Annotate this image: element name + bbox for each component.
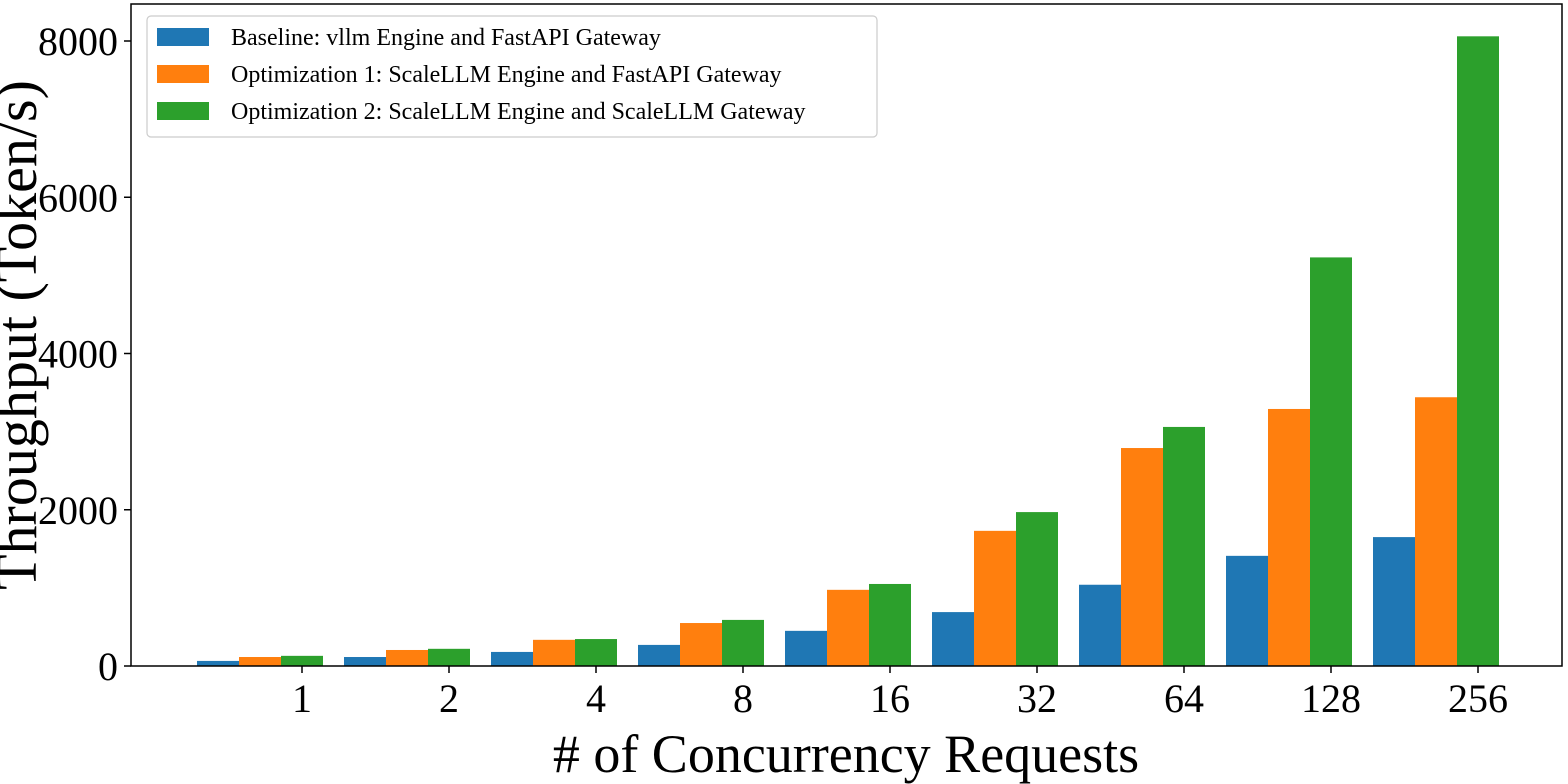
- x-tick-label: 64: [1164, 676, 1204, 721]
- x-tick-label: 32: [1017, 676, 1057, 721]
- bar-0-64: [1079, 584, 1121, 666]
- x-tick-label: 128: [1301, 676, 1361, 721]
- bar-2-64: [1163, 426, 1205, 666]
- y-tick-label: 2000: [38, 488, 118, 533]
- bar-2-2: [428, 648, 470, 666]
- bar-0-16: [785, 630, 827, 666]
- legend-entry: Baseline: vllm Engine and FastAPI Gatewa…: [231, 25, 661, 51]
- x-tick-label: 256: [1448, 676, 1508, 721]
- bar-0-4: [491, 651, 533, 666]
- x-tick-label: 1: [292, 676, 312, 721]
- x-tick-label: 2: [439, 676, 459, 721]
- plot-frame: [130, 3, 1563, 667]
- legend-swatch: [157, 102, 209, 120]
- legend-swatch: [157, 28, 209, 46]
- bar-1-8: [680, 623, 722, 666]
- legend: Baseline: vllm Engine and FastAPI Gatewa…: [146, 15, 878, 138]
- bar-1-2: [386, 649, 428, 666]
- legend-swatch: [157, 65, 209, 83]
- bar-0-256: [1373, 537, 1415, 666]
- bar-2-256: [1457, 36, 1499, 666]
- bar-1-16: [827, 589, 869, 666]
- x-tick-label: 8: [733, 676, 753, 721]
- bar-0-8: [638, 644, 680, 666]
- bar-1-256: [1415, 397, 1457, 666]
- x-tick-label: 4: [586, 676, 606, 721]
- bar-0-128: [1226, 555, 1268, 666]
- bar-2-16: [869, 583, 911, 666]
- bar-1-128: [1268, 408, 1310, 666]
- bar-2-4: [575, 639, 617, 666]
- y-tick-label: 6000: [38, 175, 118, 220]
- bar-1-64: [1121, 448, 1163, 666]
- y-axis-ticks: 0 2000 4000 6000 8000: [38, 19, 131, 689]
- bar-2-8: [722, 619, 764, 666]
- bars: [197, 36, 1499, 666]
- bar-2-1: [281, 655, 323, 666]
- legend-entry: Optimization 1: ScaleLLM Engine and Fast…: [231, 62, 782, 88]
- bar-2-128: [1310, 257, 1352, 666]
- bar-1-4: [533, 639, 575, 666]
- bar-2-32: [1016, 512, 1058, 666]
- y-tick-label: 8000: [38, 19, 118, 64]
- x-axis-label: # of Concurrency Requests: [553, 724, 1139, 784]
- x-tick-label: 16: [870, 676, 910, 721]
- y-tick-label: 4000: [38, 332, 118, 377]
- x-axis-ticks: 1 2 4 8 16 32 64 128 256: [292, 666, 1508, 721]
- y-tick-label: 0: [98, 644, 118, 689]
- bar-0-32: [932, 612, 974, 666]
- bar-0-1: [197, 660, 239, 666]
- bar-1-1: [239, 657, 281, 666]
- y-axis-label: Throughput (Token/s): [0, 80, 49, 590]
- bar-0-2: [344, 657, 386, 666]
- legend-entry: Optimization 2: ScaleLLM Engine and Scal…: [231, 99, 806, 125]
- bar-1-32: [974, 530, 1016, 666]
- legend-frame: [146, 15, 878, 138]
